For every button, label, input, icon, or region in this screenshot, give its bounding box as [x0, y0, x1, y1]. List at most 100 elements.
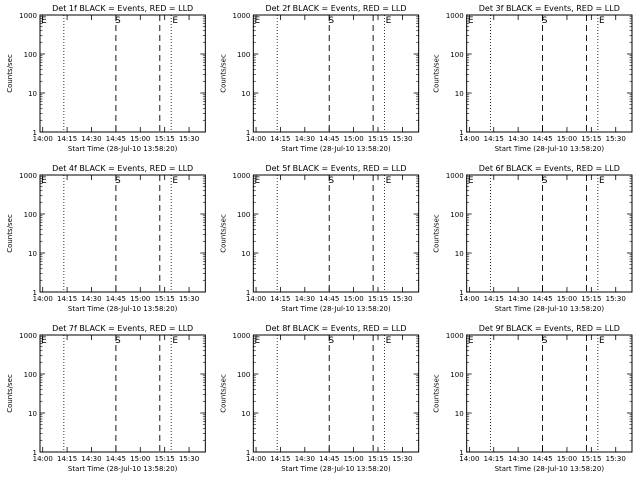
y-tick-label: 1	[33, 449, 37, 457]
event-marker-label: E	[386, 16, 392, 26]
y-tick-label: 10	[455, 250, 464, 258]
x-tick-label: 15:00	[344, 135, 364, 143]
y-tick-label: 1	[246, 129, 250, 137]
plot-frame	[466, 14, 633, 133]
panel-title: Det 7f BLACK = Events, RED = LLD	[52, 324, 193, 333]
y-tick-label: 1	[459, 289, 463, 297]
y-tick-label: 10	[241, 410, 250, 418]
x-tick-label: 14:00	[459, 455, 479, 463]
event-marker-label: E	[172, 336, 178, 346]
x-tick-label: 14:30	[508, 295, 528, 303]
y-tick-label: 1	[459, 449, 463, 457]
x-tick-label: 14:45	[532, 455, 552, 463]
event-marker-label: E	[41, 16, 47, 26]
x-tick-label: 14:30	[81, 455, 101, 463]
x-tick-label: 14:15	[484, 295, 504, 303]
plot-frame	[466, 174, 633, 293]
event-marker-label: S	[542, 336, 548, 346]
y-axis-label: Counts/sec	[6, 374, 14, 413]
x-tick-label: 14:00	[33, 455, 53, 463]
x-tick-label: 15:30	[606, 295, 626, 303]
event-marker-label: E	[386, 336, 392, 346]
panel-det-5: Det 5f BLACK = Events, RED = LLD 1 10 100 10…	[219, 164, 420, 313]
panel-title: Det 8f BLACK = Events, RED = LLD	[265, 324, 406, 333]
event-marker-label: E	[386, 176, 392, 186]
x-tick-label: 14:15	[57, 135, 77, 143]
y-tick-label: 100	[24, 51, 37, 59]
y-tick-label: 1000	[446, 172, 464, 180]
y-tick-label: 1000	[19, 12, 37, 20]
y-tick-label: 10	[28, 90, 37, 98]
event-marker-label: S	[542, 176, 548, 186]
x-tick-label: 15:30	[179, 135, 199, 143]
x-tick-label: 15:15	[155, 135, 175, 143]
event-marker-label: S	[115, 16, 121, 26]
event-marker-label: E	[172, 16, 178, 26]
x-tick-label: 15:30	[392, 455, 412, 463]
y-tick-label: 1000	[233, 12, 251, 20]
x-tick-label: 14:30	[295, 455, 315, 463]
x-tick-label: 14:30	[81, 135, 101, 143]
event-marker-label: S	[115, 336, 121, 346]
panel-title: Det 2f BLACK = Events, RED = LLD	[265, 4, 406, 13]
plot-frame	[252, 334, 420, 453]
x-tick-label: 15:30	[392, 295, 412, 303]
x-tick-label: 14:30	[508, 455, 528, 463]
y-tick-label: 1000	[446, 332, 464, 340]
y-tick-label: 10	[28, 410, 37, 418]
event-marker-label: E	[599, 176, 605, 186]
x-tick-label: 14:30	[508, 135, 528, 143]
x-tick-label: 14:00	[33, 135, 53, 143]
event-marker-label: S	[542, 16, 548, 26]
x-tick-label: 14:15	[270, 295, 290, 303]
event-marker-label: S	[328, 16, 334, 26]
x-tick-label: 15:30	[606, 135, 626, 143]
event-marker-label: E	[41, 176, 47, 186]
event-marker-label: E	[468, 176, 474, 186]
y-tick-label: 100	[24, 371, 37, 379]
x-axis-label: Start Time (28-Jul-10 13:58:20)	[68, 145, 178, 153]
x-tick-label: 14:45	[106, 135, 126, 143]
panel-title: Det 3f BLACK = Events, RED = LLD	[479, 4, 620, 13]
y-tick-label: 1000	[233, 332, 251, 340]
panel-title: Det 4f BLACK = Events, RED = LLD	[52, 164, 193, 173]
x-tick-label: 14:30	[295, 135, 315, 143]
event-marker-label: S	[328, 336, 334, 346]
event-marker-label: S	[328, 176, 334, 186]
y-tick-label: 1	[33, 129, 37, 137]
x-tick-label: 14:15	[270, 135, 290, 143]
plot-frame	[466, 334, 633, 453]
y-axis-label: Counts/sec	[433, 54, 441, 93]
event-marker-label: E	[599, 336, 605, 346]
x-axis-label: Start Time (28-Jul-10 13:58:20)	[495, 465, 605, 473]
x-tick-label: 15:15	[368, 455, 388, 463]
y-tick-label: 100	[237, 371, 250, 379]
x-tick-label: 14:45	[319, 455, 339, 463]
y-axis-label: Counts/sec	[433, 374, 441, 413]
y-tick-label: 1000	[233, 172, 251, 180]
plot-frame	[39, 14, 206, 133]
x-tick-label: 15:00	[557, 295, 577, 303]
event-marker-label: E	[172, 176, 178, 186]
x-tick-label: 15:30	[392, 135, 412, 143]
y-tick-label: 10	[241, 250, 250, 258]
x-tick-label: 14:00	[33, 295, 53, 303]
event-marker-label: E	[468, 16, 474, 26]
x-tick-label: 14:45	[106, 455, 126, 463]
y-tick-label: 100	[237, 211, 250, 219]
y-tick-label: 10	[455, 90, 464, 98]
x-tick-label: 15:15	[368, 295, 388, 303]
panel-title: Det 9f BLACK = Events, RED = LLD	[479, 324, 620, 333]
x-tick-label: 15:00	[344, 455, 364, 463]
y-tick-label: 100	[450, 51, 463, 59]
y-tick-label: 100	[450, 211, 463, 219]
x-tick-label: 14:15	[57, 295, 77, 303]
y-tick-label: 1000	[19, 332, 37, 340]
x-tick-label: 14:15	[484, 135, 504, 143]
event-marker-label: E	[41, 336, 47, 346]
x-axis-label: Start Time (28-Jul-10 13:58:20)	[281, 145, 391, 153]
panel-det-6: Det 6f BLACK = Events, RED = LLD 1 10 100 10…	[433, 164, 633, 313]
panel-det-2: Det 2f BLACK = Events, RED = LLD 1 10 100 10…	[219, 4, 420, 153]
x-tick-label: 14:00	[459, 295, 479, 303]
